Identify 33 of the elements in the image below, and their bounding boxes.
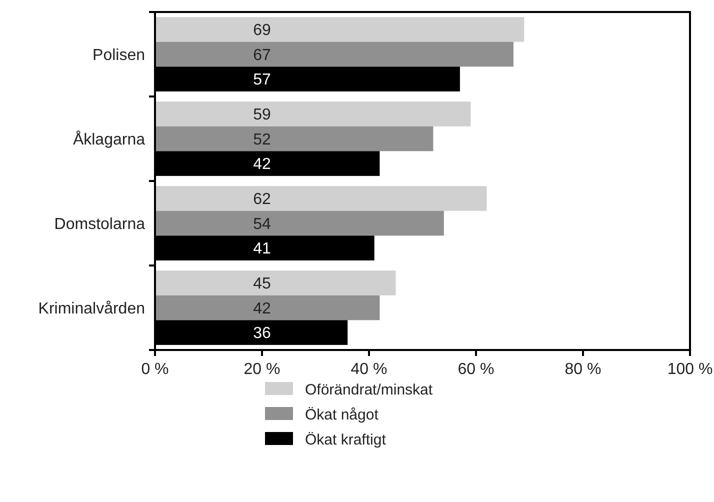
data-label: 52	[253, 131, 271, 148]
bar	[155, 270, 396, 296]
x-tick-label: 100 %	[667, 361, 713, 378]
legend-label: Ökat något	[305, 406, 380, 424]
data-label: 41	[253, 240, 271, 258]
y-tick-label: Polisen	[92, 46, 145, 64]
bar	[155, 42, 514, 67]
y-tick-label: Domstolarna	[54, 216, 146, 233]
data-label: 59	[253, 106, 271, 124]
data-label: 69	[253, 22, 271, 40]
bar	[155, 186, 487, 211]
data-label: 42	[253, 156, 271, 174]
legend-label: Oförändrat/minskat	[305, 381, 434, 398]
data-label: 54	[253, 216, 271, 233]
y-tick-label: Åklagarna	[72, 130, 146, 148]
bar	[155, 17, 524, 42]
x-tick-label: 20 %	[244, 361, 280, 378]
bar	[155, 102, 471, 126]
x-tick-label: 0 %	[141, 361, 169, 378]
bar	[155, 126, 434, 152]
x-tick-label: 40 %	[350, 361, 388, 378]
data-label: 36	[253, 325, 271, 342]
x-tick-label: 60 %	[458, 361, 494, 378]
data-label: 57	[253, 72, 271, 89]
bar	[155, 295, 380, 320]
y-tick-label: Kriminalvården	[38, 300, 145, 318]
legend-label: Ökat kraftigt	[305, 431, 387, 448]
data-label: 45	[253, 276, 271, 293]
data-label: 42	[253, 300, 271, 318]
data-label: 62	[253, 191, 271, 208]
bar	[155, 210, 444, 236]
data-label: 67	[253, 46, 271, 64]
x-tick-label: 80 %	[564, 361, 602, 378]
